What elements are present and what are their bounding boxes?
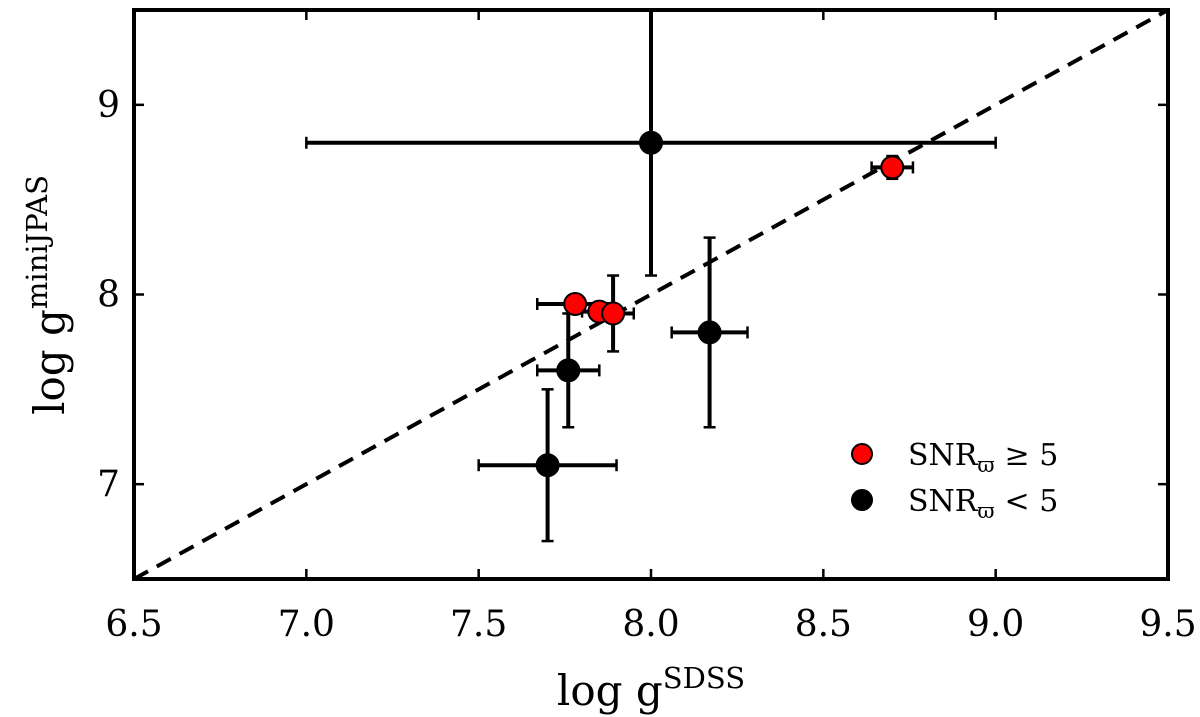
data-point-black: [697, 320, 722, 345]
error-bars: [305, 10, 997, 543]
y-tick-label: 8: [97, 275, 120, 316]
x-tick-label: 8.0: [622, 604, 679, 645]
data-point-red: [880, 155, 905, 180]
legend: SNRϖ ≥ 5 SNRϖ < 5: [851, 438, 1058, 523]
x-tick-label: 6.5: [105, 604, 162, 645]
data-point-red: [563, 291, 588, 316]
data-point-black: [639, 130, 663, 155]
legend-entry-snr-lt-5: SNRϖ < 5: [908, 484, 1058, 523]
y-tick-label: 9: [97, 85, 120, 126]
x-axis-ticks: 6.5 7.0 7.5 8.0 8.5 9.0 9.5: [105, 10, 1197, 645]
data-point-black: [535, 453, 560, 478]
legend-marker-red: [851, 443, 873, 465]
data-point-black: [556, 358, 581, 383]
data-points: [535, 130, 905, 478]
x-tick-label: 9.0: [967, 604, 1024, 645]
y-axis-label: log gminiJPAS: [20, 175, 74, 415]
data-point-red: [601, 301, 626, 326]
legend-marker-black: [851, 489, 873, 511]
x-tick-label: 7.0: [278, 604, 335, 645]
plot-frame: [132, 8, 1170, 581]
y-tick-label: 7: [97, 464, 120, 505]
x-axis-label: log gSDSS: [557, 661, 745, 715]
reference-line: [134, 10, 1168, 579]
legend-entry-snr-ge-5: SNRϖ ≥ 5: [908, 438, 1058, 477]
x-tick-label: 7.5: [450, 604, 507, 645]
x-tick-label: 9.5: [1139, 604, 1196, 645]
x-tick-label: 8.5: [795, 604, 852, 645]
